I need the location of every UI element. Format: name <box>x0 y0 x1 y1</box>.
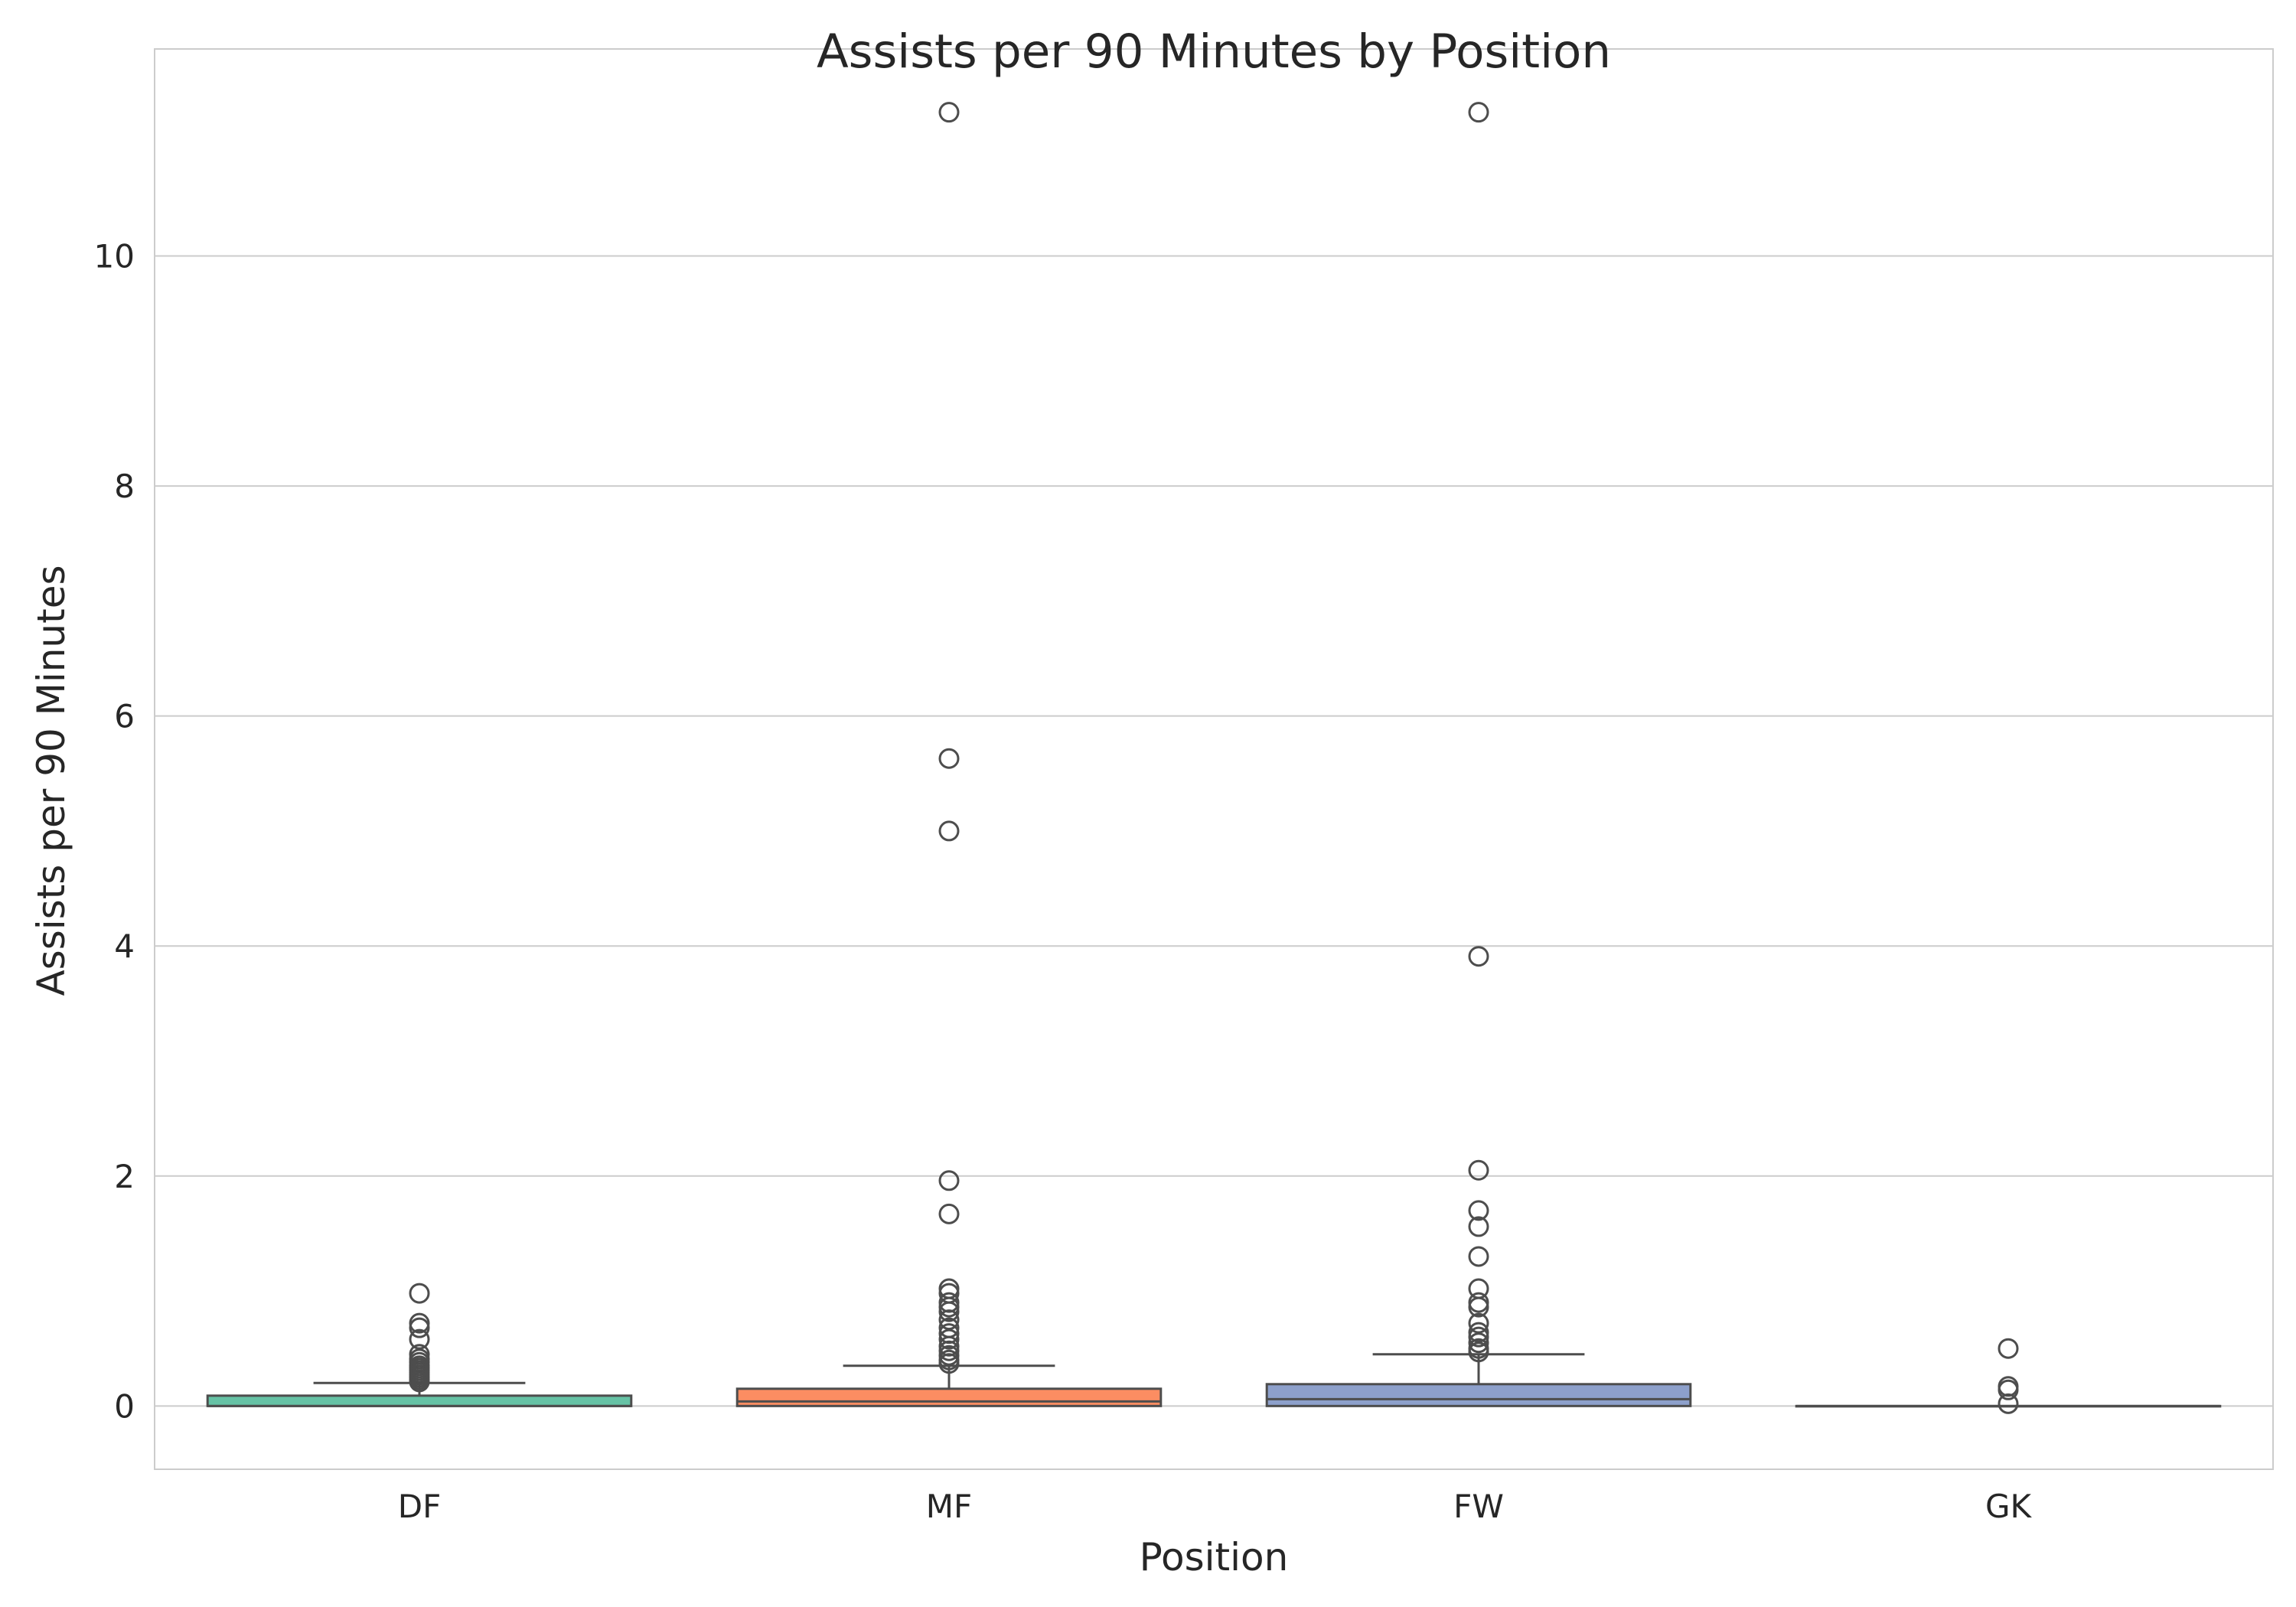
outlier-point <box>938 1203 960 1224</box>
x-tick-label: DF <box>398 1488 442 1525</box>
outlier-point <box>1468 102 1489 123</box>
outlier-point <box>1468 1312 1489 1334</box>
y-tick-label: 2 <box>114 1158 135 1195</box>
x-tick-label: GK <box>1985 1488 2033 1525</box>
outlier-point <box>1468 1159 1489 1181</box>
y-axis-ticks: 0 2 4 6 8 10 <box>94 238 135 1426</box>
x-tick-label: MF <box>926 1488 972 1525</box>
outlier-point <box>409 1283 430 1304</box>
outlier-point <box>1468 1216 1489 1237</box>
outlier-point <box>938 1301 960 1322</box>
outlier-point <box>1468 1296 1489 1318</box>
box-group <box>1795 1338 2222 1414</box>
box <box>206 1394 633 1407</box>
outlier-point <box>1998 1393 2019 1414</box>
outlier-point <box>409 1328 430 1350</box>
outlier-point <box>1468 1200 1489 1221</box>
box-group <box>206 1283 633 1407</box>
outlier-point <box>938 1353 960 1374</box>
outlier-point <box>1468 1246 1489 1267</box>
outlier-point <box>938 1170 960 1191</box>
outlier-point <box>938 102 960 123</box>
plot-area-frame <box>154 48 2274 1470</box>
outlier-point <box>938 1328 960 1350</box>
chart-title: Assists per 90 Minutes by Position <box>817 24 1611 79</box>
y-tick-label: 6 <box>114 698 135 735</box>
box <box>1265 1383 1692 1407</box>
outlier-point <box>1468 1332 1489 1354</box>
y-tick-label: 8 <box>114 468 135 505</box>
x-tick-label: FW <box>1453 1488 1504 1525</box>
box-group <box>735 102 1163 1407</box>
box-series <box>206 102 2222 1414</box>
outlier-point <box>1468 946 1489 967</box>
outlier-point <box>938 1309 960 1331</box>
outlier-point <box>1998 1379 2019 1400</box>
x-axis-ticks: DF MF FW GK <box>398 1488 2033 1525</box>
outlier-point <box>938 748 960 769</box>
outlier-point <box>1998 1338 2019 1359</box>
outlier-point <box>409 1371 430 1393</box>
x-axis-label: Position <box>1140 1535 1289 1579</box>
outlier-point <box>1468 1341 1489 1363</box>
y-tick-label: 10 <box>94 238 135 275</box>
box <box>735 1387 1163 1407</box>
outlier-point <box>938 820 960 842</box>
outlier-point <box>1468 1326 1489 1348</box>
outlier-point <box>409 1317 430 1338</box>
y-tick-label: 0 <box>114 1387 135 1425</box>
y-axis-label: Assists per 90 Minutes <box>29 565 73 996</box>
y-tick-label: 4 <box>114 927 135 965</box>
box-group <box>1265 102 1692 1407</box>
